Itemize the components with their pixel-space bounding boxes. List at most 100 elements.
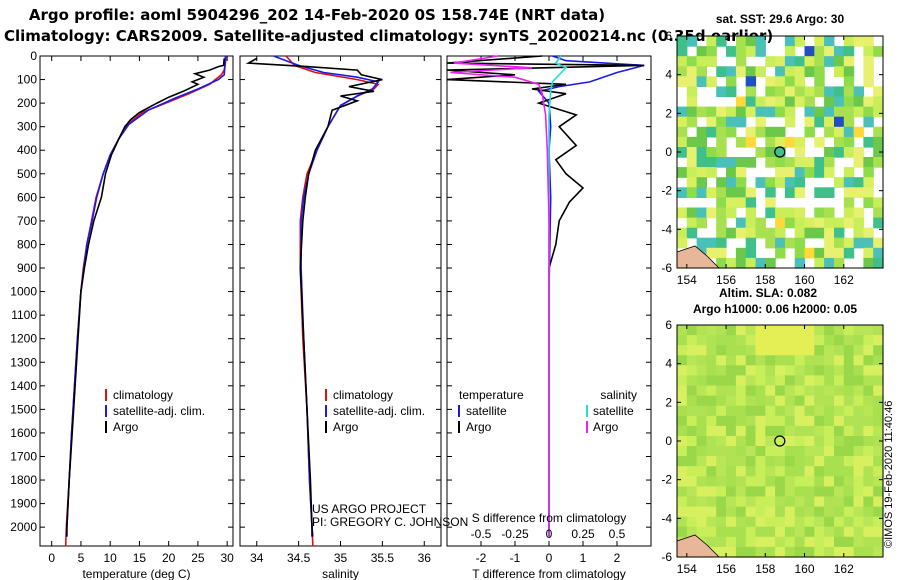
map-cell xyxy=(863,385,874,397)
map-cell xyxy=(794,56,806,67)
series-line-t-satellite xyxy=(537,55,645,537)
y-tick-label: 1900 xyxy=(10,497,37,511)
plot-frame-temperature_profile xyxy=(39,55,234,547)
series-line-satellite-adj-clim- xyxy=(273,55,380,537)
map-cell xyxy=(755,227,766,239)
map-cell xyxy=(686,526,698,538)
map-cell xyxy=(677,395,688,407)
map-cell xyxy=(677,405,688,417)
map-cell xyxy=(804,385,815,397)
map-cell xyxy=(706,385,717,397)
map-cell xyxy=(784,86,796,98)
map-cell xyxy=(677,516,688,528)
map-cell xyxy=(745,96,757,108)
map-cell xyxy=(726,456,737,467)
x-tick-label: 34 xyxy=(250,551,264,565)
map-cell xyxy=(716,325,727,336)
map-cell xyxy=(775,385,786,397)
legend-title: temperature xyxy=(459,388,524,402)
map-cell xyxy=(686,157,698,168)
map-cell xyxy=(755,425,766,437)
map-cell xyxy=(804,167,815,178)
y-tick-label: 300 xyxy=(17,120,37,134)
map-cell xyxy=(824,157,835,168)
map-cell xyxy=(784,66,796,77)
map-cell xyxy=(677,36,688,47)
map-cell xyxy=(873,157,884,168)
chart-title-line1: Argo profile: aoml 5904296_202 14-Feb-20… xyxy=(28,6,606,24)
map-cell xyxy=(677,425,688,437)
map-cell xyxy=(794,167,806,178)
map-cell xyxy=(873,46,884,57)
map-cell xyxy=(824,446,835,457)
map-cell xyxy=(755,325,766,336)
map-cell xyxy=(863,516,874,528)
map-cell xyxy=(775,456,786,467)
map-cell xyxy=(706,106,717,118)
map-cell xyxy=(834,486,845,498)
map-cell xyxy=(677,126,688,138)
map-cell xyxy=(824,126,835,138)
map-cell xyxy=(726,375,737,387)
map-cell xyxy=(853,335,864,346)
map-cell xyxy=(716,486,727,498)
map-cell xyxy=(814,526,825,538)
map-cell xyxy=(706,466,717,477)
plot-frame-salinity_profile xyxy=(239,55,442,547)
map-cell xyxy=(765,96,776,108)
map-cell xyxy=(775,106,786,118)
map-cell xyxy=(686,335,698,346)
map-cell xyxy=(873,335,884,346)
map-cell xyxy=(716,395,727,407)
map-cell xyxy=(696,365,707,376)
map-cell xyxy=(745,106,757,118)
legend-label: climatology xyxy=(333,388,393,402)
map-cell xyxy=(716,375,727,387)
map-cell xyxy=(745,375,757,387)
legend-label: climatology xyxy=(113,388,173,402)
map-cell xyxy=(696,237,707,249)
map-cell xyxy=(716,36,727,47)
map-cell xyxy=(843,415,855,427)
map-cell xyxy=(755,147,766,158)
map-cell xyxy=(735,526,747,538)
map-cell xyxy=(814,136,825,148)
map-cell xyxy=(794,136,806,148)
map-cell xyxy=(775,217,786,229)
map-cell xyxy=(726,197,737,209)
map-cell xyxy=(735,217,747,229)
map-cell xyxy=(696,526,707,538)
map-cell xyxy=(853,345,864,356)
map-cell xyxy=(834,217,845,229)
map-cell xyxy=(677,486,688,498)
map-cell xyxy=(716,147,727,158)
x-axis-label: T difference from climatology xyxy=(472,567,626,580)
map-cell xyxy=(843,355,855,366)
map-cell xyxy=(784,365,796,376)
map-cell xyxy=(686,325,698,336)
map-y-tick-label: -6 xyxy=(661,550,672,564)
map-cell xyxy=(824,355,835,366)
map-cell xyxy=(814,56,825,67)
map-cell xyxy=(677,106,688,118)
map-cell xyxy=(775,96,786,108)
map-cell xyxy=(677,147,688,158)
map-cell xyxy=(814,476,825,487)
map-cell xyxy=(843,167,855,178)
map-cell xyxy=(755,66,766,77)
map-cell xyxy=(716,187,727,198)
map-x-tick-label: 160 xyxy=(795,562,815,576)
map-cell xyxy=(755,46,766,57)
map-y-tick-label: 4 xyxy=(665,68,672,82)
map-cell xyxy=(853,506,864,518)
map-cell xyxy=(735,365,747,376)
legend-label: satellite xyxy=(593,404,634,418)
map-cell xyxy=(686,167,698,178)
map-cell xyxy=(834,227,845,239)
map-cell xyxy=(834,86,845,98)
map-cell xyxy=(726,167,737,178)
map-cell xyxy=(726,446,737,457)
map-cell xyxy=(677,345,688,356)
series-line-argo xyxy=(245,57,383,537)
